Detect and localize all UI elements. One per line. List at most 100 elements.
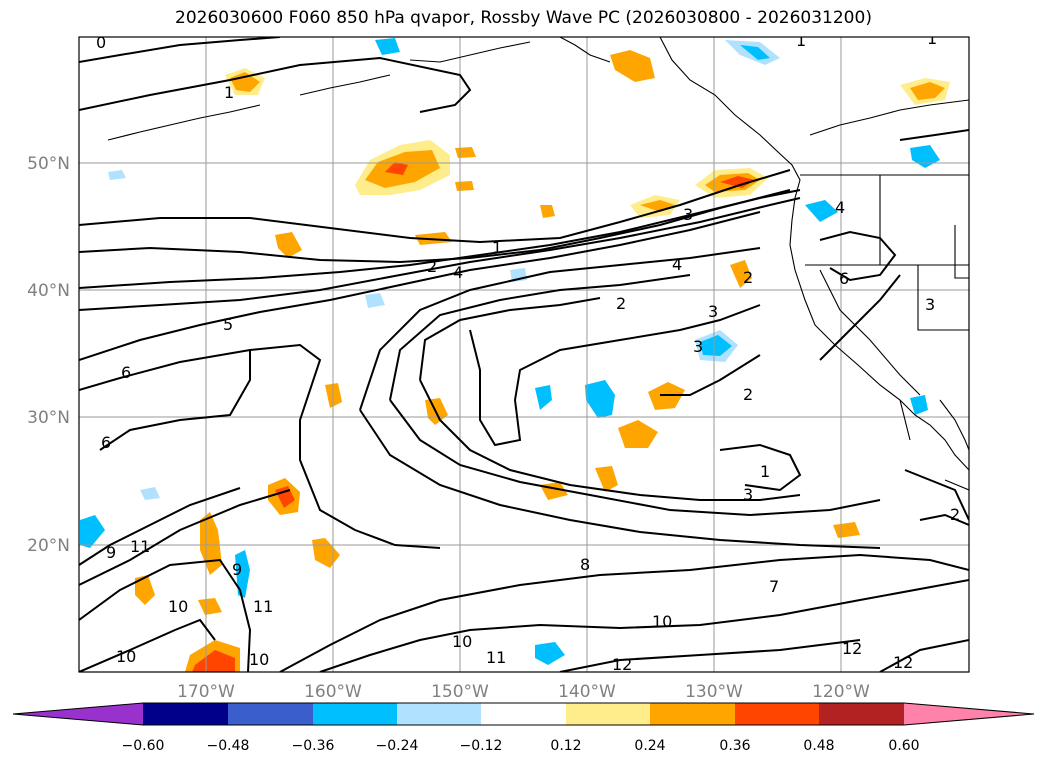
shade-negative-blob (585, 380, 615, 418)
colorbar-swatch (143, 703, 228, 725)
map-panel (79, 37, 969, 672)
colorbar-tick-label: 0.12 (550, 738, 581, 754)
lon-label-120w: 120°W (812, 682, 870, 702)
lon-label-150w: 150°W (431, 682, 489, 702)
shade-negative-blob (80, 515, 105, 548)
shade-positive-blob (135, 575, 155, 605)
contour-label: 3 (683, 205, 693, 224)
colorbar-swatch (397, 703, 481, 725)
contour-label: 2 (616, 294, 626, 313)
qvapor-contours (79, 37, 969, 672)
colorbar-tick-label: 0.60 (888, 738, 919, 754)
contour-label: 1 (927, 29, 937, 48)
shade-positive-blob (595, 466, 618, 492)
colorbar-swatch (566, 703, 650, 725)
shade-negative-blob (375, 38, 400, 55)
lon-label-130w: 130°W (685, 682, 743, 702)
shade-negative-blob (535, 642, 565, 665)
colorbar-tick-label: −0.48 (207, 738, 250, 754)
colorbar-swatch (735, 703, 819, 725)
latitude-labels: 50°N 40°N 30°N 20°N (27, 154, 70, 556)
contour-label: 4 (835, 198, 845, 217)
lat-label-40n: 40°N (27, 281, 70, 301)
colorbar-outline (12, 702, 1035, 726)
shade-positive-blob (730, 260, 752, 288)
contour-label: 3 (743, 485, 753, 504)
shade-negative-blob (700, 335, 732, 356)
shade-negative-blob (365, 293, 385, 308)
shade-positive-blob (192, 650, 235, 672)
contour-label: 12 (842, 639, 862, 658)
contour-label: 6 (121, 363, 131, 382)
longitude-labels: 170°W 160°W 150°W 140°W 130°W 120°W (177, 682, 870, 702)
contour-label: 6 (101, 433, 111, 452)
map-title: 2026030600 F060 850 hPa qvapor, Rossby W… (175, 8, 872, 28)
contour-label: 1 (760, 462, 770, 481)
shade-positive-blob (275, 486, 295, 508)
contour-label: 10 (168, 597, 188, 616)
lat-label-50n: 50°N (27, 154, 70, 174)
colorbar-tick-label: 0.48 (803, 738, 834, 754)
colorbar-tick-label: −0.24 (376, 738, 419, 754)
shade-negative-blob (108, 170, 126, 180)
shade-positive-blob (385, 162, 408, 175)
shade-positive-blob (198, 598, 222, 615)
colorbar-swatch (313, 703, 397, 725)
lat-label-30n: 30°N (27, 408, 70, 428)
shade-negative-blob (140, 487, 160, 500)
contour-label: 11 (130, 537, 150, 556)
lon-label-160w: 160°W (304, 682, 362, 702)
shade-negative-blob (910, 145, 940, 168)
colorbar-swatch (481, 703, 566, 725)
colorbar-tick-label: −0.60 (122, 738, 165, 754)
colorbar: −0.60 −0.48 −0.36 −0.24 −0.12 0.12 0.24 … (12, 702, 1035, 754)
shade-positive-blob (275, 232, 302, 258)
contour-label: 7 (769, 577, 779, 596)
lat-label-20n: 20°N (27, 536, 70, 556)
colorbar-swatch (819, 703, 904, 725)
map-frame (78, 36, 970, 673)
shade-positive-blob (720, 176, 755, 188)
contour-label: 9 (232, 560, 242, 579)
shade-positive-blob (540, 205, 555, 218)
shade-positive-blob (833, 522, 860, 538)
contour-label: 2 (743, 268, 753, 287)
contour-label: 3 (708, 302, 718, 321)
contour-label: 11 (486, 648, 506, 667)
colorbar-tick-label: 0.36 (719, 738, 750, 754)
contour-label: 6 (839, 269, 849, 288)
contour-label: 5 (223, 315, 233, 334)
contour-label: 2 (743, 385, 753, 404)
contour-label: 1 (224, 83, 234, 102)
contour-label: 2 (427, 257, 437, 276)
contour-label: 10 (652, 612, 672, 631)
lon-label-170w: 170°W (177, 682, 235, 702)
shade-negative-blob (235, 550, 250, 598)
shade-positive-blob (230, 72, 260, 92)
contour-label: 10 (116, 647, 136, 666)
shade-negative-blob (910, 395, 928, 415)
colorbar-tick-label: −0.36 (292, 738, 335, 754)
shade-negative-blob (805, 200, 838, 222)
contour-label: 2 (950, 505, 960, 524)
contour-label: 4 (453, 263, 463, 282)
colorbar-extend-above (904, 703, 1034, 725)
shade-negative-blob (740, 45, 770, 60)
colorbar-tick-label: 0.24 (634, 738, 665, 754)
colorbar-swatch (228, 703, 313, 725)
contour-label: 4 (672, 255, 682, 274)
colorbar-extend-below (13, 703, 143, 725)
contour-label: 10 (452, 632, 472, 651)
coastline (107, 37, 969, 491)
shade-positive-blob (455, 181, 474, 191)
contour-label: 3 (925, 295, 935, 314)
contour-label: 3 (693, 337, 703, 356)
contour-label: 0 (96, 33, 106, 52)
contour-label: 9 (106, 543, 116, 562)
shade-negative-blob (535, 385, 552, 410)
lon-label-140w: 140°W (558, 682, 616, 702)
shade-positive-blob (910, 82, 945, 100)
contour-label: 1 (796, 31, 806, 50)
shade-positive-blob (610, 50, 655, 82)
